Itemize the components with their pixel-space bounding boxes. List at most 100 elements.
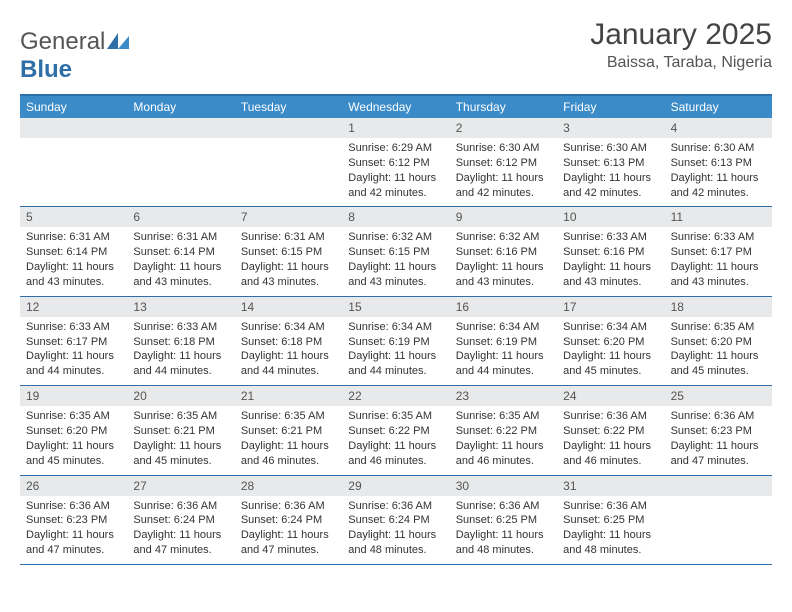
day-details: Sunrise: 6:30 AMSunset: 6:12 PMDaylight:… — [450, 138, 557, 206]
sunset-text: Sunset: 6:13 PM — [671, 156, 766, 171]
day-number: 13 — [127, 297, 234, 317]
sunrise-text: Sunrise: 6:36 AM — [563, 409, 658, 424]
sunrise-text: Sunrise: 6:32 AM — [456, 230, 551, 245]
sunrise-text: Sunrise: 6:36 AM — [671, 409, 766, 424]
sunset-text: Sunset: 6:25 PM — [456, 513, 551, 528]
daylight-text: Daylight: 11 hours and 46 minutes. — [348, 439, 443, 469]
daylight-text: Daylight: 11 hours and 44 minutes. — [241, 349, 336, 379]
daylight-text: Daylight: 11 hours and 44 minutes. — [133, 349, 228, 379]
day-number: 2 — [450, 118, 557, 138]
daylight-text: Daylight: 11 hours and 48 minutes. — [456, 528, 551, 558]
sunrise-text: Sunrise: 6:29 AM — [348, 141, 443, 156]
sunrise-text: Sunrise: 6:30 AM — [456, 141, 551, 156]
sunset-text: Sunset: 6:13 PM — [563, 156, 658, 171]
sunset-text: Sunset: 6:14 PM — [26, 245, 121, 260]
sunrise-text: Sunrise: 6:34 AM — [241, 320, 336, 335]
sunset-text: Sunset: 6:20 PM — [26, 424, 121, 439]
daylight-text: Daylight: 11 hours and 44 minutes. — [348, 349, 443, 379]
daylight-text: Daylight: 11 hours and 43 minutes. — [456, 260, 551, 290]
sunset-text: Sunset: 6:22 PM — [563, 424, 658, 439]
weekday-header-row: Sunday Monday Tuesday Wednesday Thursday… — [20, 96, 772, 118]
day-cell — [127, 118, 234, 206]
day-number — [20, 118, 127, 138]
sunset-text: Sunset: 6:21 PM — [133, 424, 228, 439]
day-number: 14 — [235, 297, 342, 317]
day-cell: 25Sunrise: 6:36 AMSunset: 6:23 PMDayligh… — [665, 386, 772, 474]
day-cell: 15Sunrise: 6:34 AMSunset: 6:19 PMDayligh… — [342, 297, 449, 385]
day-details: Sunrise: 6:33 AMSunset: 6:16 PMDaylight:… — [557, 227, 664, 295]
day-cell: 29Sunrise: 6:36 AMSunset: 6:24 PMDayligh… — [342, 476, 449, 564]
daylight-text: Daylight: 11 hours and 42 minutes. — [348, 171, 443, 201]
logo-word-general: General — [20, 28, 105, 55]
day-number: 20 — [127, 386, 234, 406]
title-block: January 2025 Baissa, Taraba, Nigeria — [590, 18, 772, 72]
sunset-text: Sunset: 6:20 PM — [563, 335, 658, 350]
sunset-text: Sunset: 6:17 PM — [671, 245, 766, 260]
sunrise-text: Sunrise: 6:30 AM — [563, 141, 658, 156]
daylight-text: Daylight: 11 hours and 43 minutes. — [563, 260, 658, 290]
page-header: GeneralBlue January 2025 Baissa, Taraba,… — [20, 18, 772, 84]
day-cell: 9Sunrise: 6:32 AMSunset: 6:16 PMDaylight… — [450, 207, 557, 295]
sunset-text: Sunset: 6:24 PM — [241, 513, 336, 528]
day-details: Sunrise: 6:34 AMSunset: 6:19 PMDaylight:… — [342, 317, 449, 385]
day-details: Sunrise: 6:35 AMSunset: 6:21 PMDaylight:… — [235, 406, 342, 474]
daylight-text: Daylight: 11 hours and 42 minutes. — [563, 171, 658, 201]
daylight-text: Daylight: 11 hours and 48 minutes. — [348, 528, 443, 558]
weekday-header: Thursday — [450, 96, 557, 118]
day-cell: 26Sunrise: 6:36 AMSunset: 6:23 PMDayligh… — [20, 476, 127, 564]
sunset-text: Sunset: 6:21 PM — [241, 424, 336, 439]
calendar-grid: Sunday Monday Tuesday Wednesday Thursday… — [20, 94, 772, 565]
sunset-text: Sunset: 6:24 PM — [133, 513, 228, 528]
day-details: Sunrise: 6:36 AMSunset: 6:23 PMDaylight:… — [20, 496, 127, 564]
day-details: Sunrise: 6:36 AMSunset: 6:22 PMDaylight:… — [557, 406, 664, 474]
daylight-text: Daylight: 11 hours and 45 minutes. — [133, 439, 228, 469]
day-cell — [235, 118, 342, 206]
day-number: 8 — [342, 207, 449, 227]
sunrise-text: Sunrise: 6:35 AM — [456, 409, 551, 424]
day-cell: 17Sunrise: 6:34 AMSunset: 6:20 PMDayligh… — [557, 297, 664, 385]
day-cell: 31Sunrise: 6:36 AMSunset: 6:25 PMDayligh… — [557, 476, 664, 564]
day-number — [127, 118, 234, 138]
sunset-text: Sunset: 6:15 PM — [241, 245, 336, 260]
sunset-text: Sunset: 6:19 PM — [348, 335, 443, 350]
day-number: 7 — [235, 207, 342, 227]
day-number: 31 — [557, 476, 664, 496]
logo-text: GeneralBlue — [20, 28, 129, 84]
day-cell: 18Sunrise: 6:35 AMSunset: 6:20 PMDayligh… — [665, 297, 772, 385]
sunset-text: Sunset: 6:19 PM — [456, 335, 551, 350]
day-cell: 21Sunrise: 6:35 AMSunset: 6:21 PMDayligh… — [235, 386, 342, 474]
day-cell: 11Sunrise: 6:33 AMSunset: 6:17 PMDayligh… — [665, 207, 772, 295]
daylight-text: Daylight: 11 hours and 46 minutes. — [563, 439, 658, 469]
daylight-text: Daylight: 11 hours and 48 minutes. — [563, 528, 658, 558]
day-number: 4 — [665, 118, 772, 138]
sunrise-text: Sunrise: 6:30 AM — [671, 141, 766, 156]
day-cell: 20Sunrise: 6:35 AMSunset: 6:21 PMDayligh… — [127, 386, 234, 474]
sunset-text: Sunset: 6:16 PM — [456, 245, 551, 260]
weekday-header: Monday — [127, 96, 234, 118]
day-cell: 5Sunrise: 6:31 AMSunset: 6:14 PMDaylight… — [20, 207, 127, 295]
daylight-text: Daylight: 11 hours and 47 minutes. — [133, 528, 228, 558]
day-number: 26 — [20, 476, 127, 496]
daylight-text: Daylight: 11 hours and 43 minutes. — [348, 260, 443, 290]
logo: GeneralBlue — [20, 18, 129, 84]
sunset-text: Sunset: 6:23 PM — [671, 424, 766, 439]
day-cell: 8Sunrise: 6:32 AMSunset: 6:15 PMDaylight… — [342, 207, 449, 295]
day-number: 3 — [557, 118, 664, 138]
logo-word-blue: Blue — [20, 56, 72, 83]
weekday-header: Sunday — [20, 96, 127, 118]
day-details: Sunrise: 6:31 AMSunset: 6:14 PMDaylight:… — [20, 227, 127, 295]
daylight-text: Daylight: 11 hours and 46 minutes. — [456, 439, 551, 469]
sunset-text: Sunset: 6:17 PM — [26, 335, 121, 350]
week-row: 19 Sunrise: 6:35 AM Sunset: 6:20 PM Dayligh… — [20, 386, 772, 475]
week-row: 5Sunrise: 6:31 AMSunset: 6:14 PMDaylight… — [20, 207, 772, 296]
day-number: 5 — [20, 207, 127, 227]
daylight-text: Daylight: 11 hours and 45 minutes. — [671, 349, 766, 379]
day-details: Sunrise: 6:35 AMSunset: 6:20 PMDaylight:… — [665, 317, 772, 385]
day-number: 19 — [20, 386, 127, 406]
day-number: 22 — [342, 386, 449, 406]
sunrise-text: Sunrise: 6:36 AM — [133, 499, 228, 514]
daylight-text: Daylight: 11 hours and 44 minutes. — [26, 349, 121, 379]
sunrise-text: Sunrise: 6:31 AM — [26, 230, 121, 245]
sunrise-text: Sunrise: 6:34 AM — [348, 320, 443, 335]
sunrise-text: Sunrise: 6:36 AM — [563, 499, 658, 514]
